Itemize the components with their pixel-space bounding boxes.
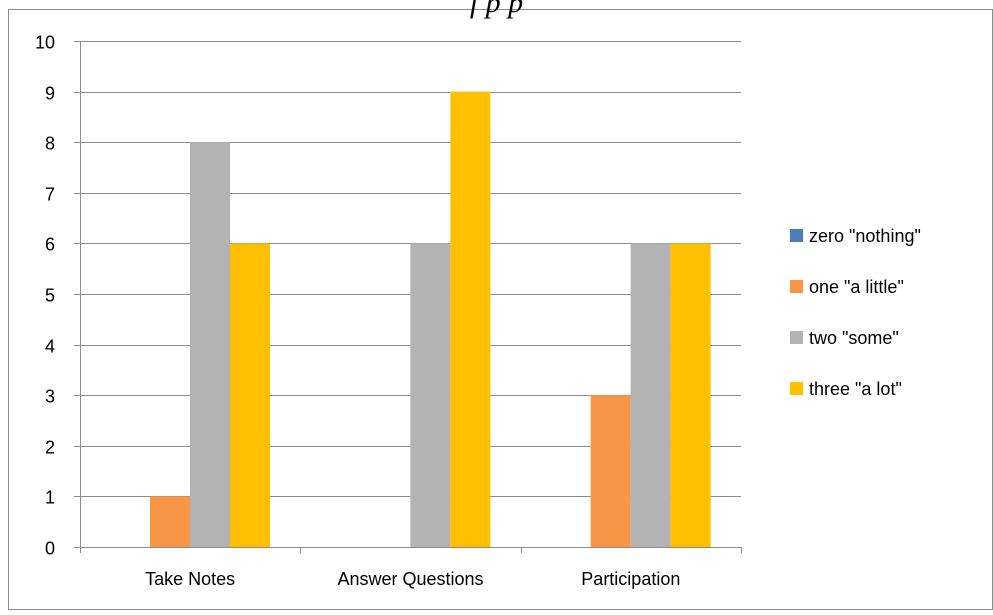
bar: [670, 243, 711, 547]
x-tick-label: Take Notes: [145, 569, 235, 589]
y-axis: 0 1 2 3 4 5 6 7 8 9 10: [35, 33, 81, 559]
legend-label: two "some": [809, 328, 899, 348]
legend-swatch: [790, 331, 803, 344]
legend-swatch: [790, 280, 803, 293]
x-tick-label: Participation: [581, 569, 680, 589]
y-tick-label: 5: [45, 286, 55, 306]
x-axis: Take Notes Answer Questions Participation: [80, 547, 742, 589]
legend-swatch: [790, 382, 803, 395]
y-tick-label: 3: [45, 387, 55, 407]
legend-label: zero "nothing": [809, 226, 921, 246]
bar: [450, 91, 491, 547]
legend-swatch: [790, 229, 803, 242]
bar: [590, 395, 631, 547]
y-tick-label: 4: [45, 337, 55, 357]
bar: [230, 243, 270, 547]
bar: [630, 243, 671, 547]
y-tick-label: 0: [45, 539, 55, 559]
y-tick-label: 6: [45, 235, 55, 255]
bar: [410, 243, 451, 547]
bar: [190, 142, 230, 547]
legend-label: one "a little": [809, 277, 904, 297]
y-tick-label: 10: [35, 33, 55, 53]
legend-label: three "a lot": [809, 379, 902, 399]
y-tick-label: 2: [45, 438, 55, 458]
legend: zero "nothing" one "a little" two "some" th…: [790, 226, 921, 399]
y-tick-label: 9: [45, 84, 55, 104]
y-tick-label: 1: [45, 488, 55, 508]
y-tick-label: 8: [45, 134, 55, 154]
y-tick-label: 7: [45, 185, 55, 205]
bar: [150, 496, 190, 547]
chart-title-fragment: f p p: [469, 0, 524, 19]
bars: [150, 91, 711, 547]
x-tick-label: Answer Questions: [337, 569, 483, 589]
